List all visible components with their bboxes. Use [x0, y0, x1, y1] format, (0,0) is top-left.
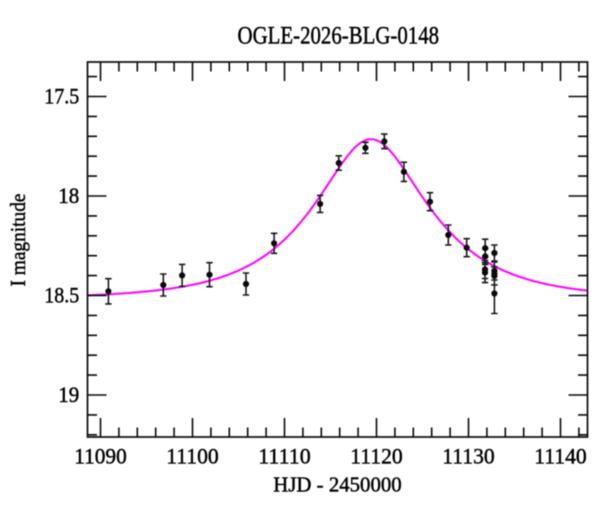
svg-text:OGLE-2026-BLG-0148: OGLE-2026-BLG-0148: [238, 21, 440, 50]
svg-text:11120: 11120: [350, 443, 403, 468]
svg-text:18.5: 18.5: [44, 282, 79, 307]
svg-text:11110: 11110: [258, 443, 311, 468]
svg-text:18: 18: [58, 183, 79, 208]
svg-text:11100: 11100: [166, 443, 219, 468]
svg-text:11090: 11090: [74, 443, 127, 468]
svg-text:HJD - 2450000: HJD - 2450000: [273, 473, 401, 497]
svg-text:I magnitude: I magnitude: [6, 194, 30, 287]
svg-text:17.5: 17.5: [44, 83, 79, 108]
svg-text:11130: 11130: [442, 443, 495, 468]
svg-text:11140: 11140: [534, 443, 587, 468]
svg-text:19: 19: [58, 382, 79, 407]
